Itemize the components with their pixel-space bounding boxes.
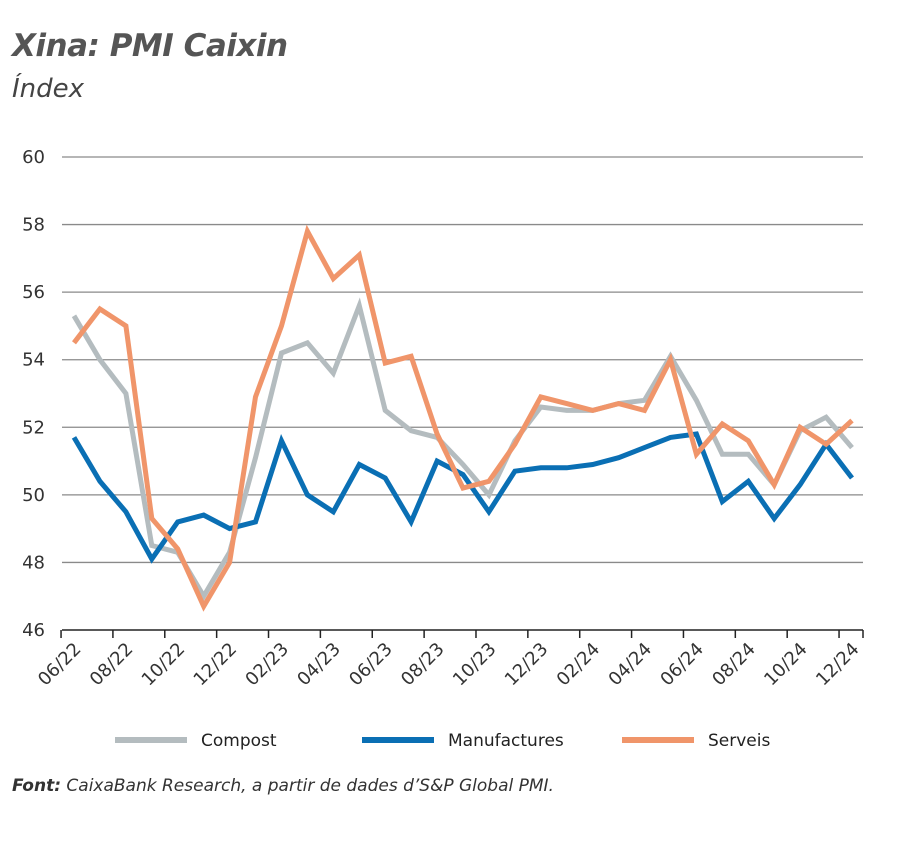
series-line-serveis <box>72 224 854 612</box>
source-text: CaixaBank Research, a partir de dades d’… <box>66 776 554 796</box>
y-tick-label: 60 <box>22 147 45 168</box>
x-tick-label: 06/24 <box>656 639 708 691</box>
source-label: Font: <box>12 776 61 796</box>
chart-subtitle: Índex <box>12 74 85 104</box>
x-tick-label: 10/24 <box>760 639 812 691</box>
source-note: Font: CaixaBank Research, a partir de da… <box>12 776 554 796</box>
x-tick-label: 08/22 <box>86 639 138 691</box>
x-tick-label: 12/24 <box>812 639 864 691</box>
x-tick-label: 08/24 <box>708 639 760 691</box>
legend-label: Compost <box>201 731 277 751</box>
series-line-manufactures <box>71 431 854 564</box>
legend-label: Manufactures <box>448 731 564 751</box>
chart-title: Xina: PMI Caixin <box>12 28 288 64</box>
y-tick-label: 52 <box>22 417 45 438</box>
x-tick-label: 04/23 <box>293 639 345 691</box>
x-tick-label: 04/24 <box>605 639 657 691</box>
x-tick-label: 02/24 <box>553 639 605 691</box>
y-tick-label: 46 <box>22 620 45 641</box>
series-line-compost <box>71 297 854 602</box>
y-tick-label: 48 <box>22 552 45 573</box>
y-tick-label: 56 <box>22 282 45 303</box>
x-tick-label: 10/23 <box>449 639 501 691</box>
y-tick-label: 58 <box>22 215 45 236</box>
legend-label: Serveis <box>708 731 770 751</box>
x-tick-label: 06/23 <box>345 639 397 691</box>
x-tick-label: 02/23 <box>241 639 293 691</box>
x-tick-label: 08/23 <box>397 639 449 691</box>
y-tick-label: 50 <box>22 485 45 506</box>
x-tick-label: 06/22 <box>34 639 86 691</box>
x-tick-label: 12/23 <box>501 639 553 691</box>
x-tick-label: 12/22 <box>190 639 242 691</box>
y-tick-label: 54 <box>22 350 45 371</box>
x-tick-label: 10/22 <box>138 639 190 691</box>
